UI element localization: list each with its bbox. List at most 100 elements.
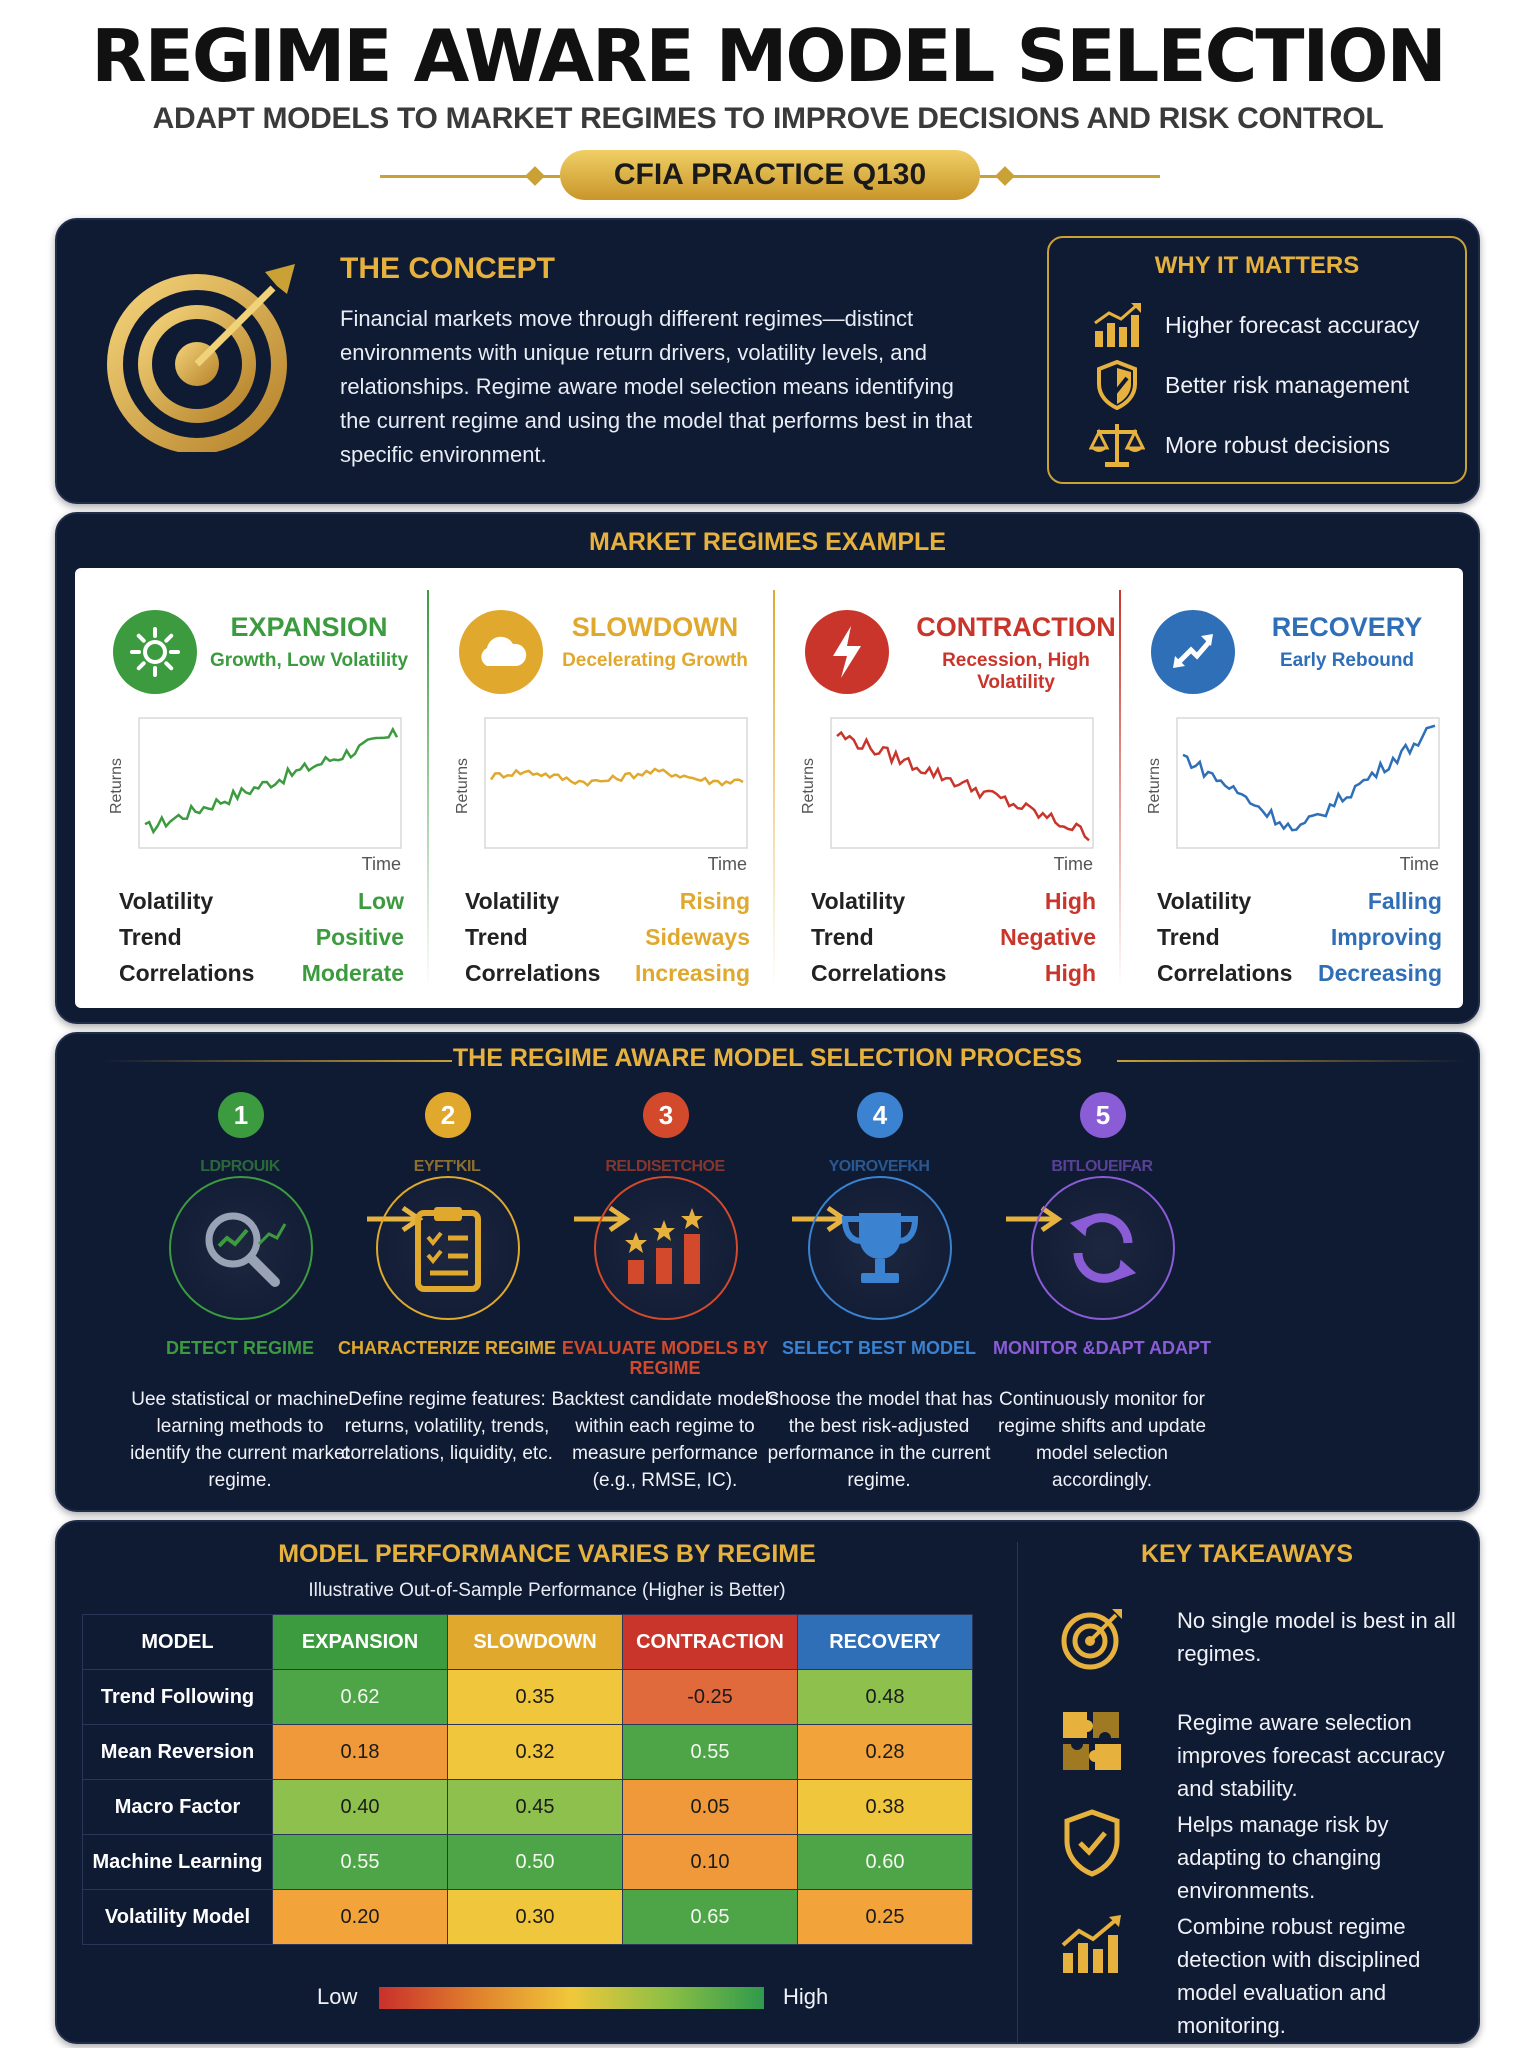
regime-name: CONTRACTION: [916, 612, 1116, 642]
regime-row-volatility: Volatility Falling: [1157, 888, 1442, 924]
score-cell: 0.10: [622, 1834, 798, 1890]
badge-line-left: [380, 175, 560, 178]
target-icon: [107, 264, 295, 452]
regime-card-recovery: RECOVERY Early Rebound Returns Time Volatili…: [1129, 588, 1459, 988]
regimes-title: MARKET REGIMES EXAMPLE: [589, 528, 946, 556]
panel-divider: [1017, 1542, 1018, 2042]
regime-row-value: Decreasing: [1317, 960, 1442, 986]
regime-card-expansion: EXPANSION Growth, Low Volatility Returns Ti…: [91, 588, 421, 988]
regime-name: EXPANSION: [230, 612, 388, 642]
regime-row-trend: Trend Positive: [119, 924, 404, 960]
table-row: Machine Learning 0.55 0.50 0.10 0.60: [82, 1834, 973, 1890]
score-cell: 0.32: [447, 1724, 623, 1780]
regime-row-label: Volatility: [119, 888, 214, 914]
trophy-icon: [808, 1176, 952, 1320]
score-cell: 0.35: [447, 1669, 623, 1725]
score-cell: 0.55: [272, 1834, 448, 1890]
concept-title: THE CONCEPT: [340, 252, 556, 285]
shield-check-icon: [1089, 360, 1145, 410]
regime-row-label: Trend: [1157, 924, 1220, 950]
model-name-cell: Volatility Model: [82, 1889, 273, 1945]
chart-frame: [138, 717, 402, 849]
regime-row-value: High: [1044, 888, 1096, 914]
x-axis-label: Time: [1400, 854, 1439, 874]
badge-diamond-left: [525, 166, 545, 186]
y-axis-label: Returns: [109, 758, 125, 814]
column-header-recovery: RECOVERY: [797, 1614, 973, 1670]
regime-row-volatility: Volatility Low: [119, 888, 404, 924]
table-row: Volatility Model 0.20 0.30 0.65 0.25: [82, 1889, 973, 1945]
score-cell: 0.18: [272, 1724, 448, 1780]
takeaways-title: KEY TAKEAWAYS: [1140, 1540, 1354, 1568]
table-row: Macro Factor 0.40 0.45 0.05 0.38: [82, 1779, 973, 1835]
takeaway-text: Combine robust regime detection with dis…: [1177, 1914, 1421, 2038]
returns-line: [144, 726, 399, 835]
growth-chart-icon: [1057, 1910, 1127, 1980]
step-number-badge: 5: [1080, 1092, 1126, 1138]
performance-panel: MODEL PERFORMANCE VARIES BY REGIME Illus…: [55, 1520, 1480, 2044]
magnifier-chart-icon: [169, 1176, 313, 1320]
regime-name: SLOWDOWN: [571, 612, 739, 642]
regimes-panel: MARKET REGIMES EXAMPLE EXPANSION Growth, …: [55, 512, 1480, 1024]
step-title: MONITOR &DAPT ADAPT: [993, 1338, 1211, 1358]
regime-row-trend: Trend Negative: [811, 924, 1096, 960]
bar-chart-icon: [1089, 300, 1145, 350]
sun-icon: [113, 610, 197, 694]
regime-row-trend: Trend Sideways: [465, 924, 750, 960]
score-cell: 0.60: [797, 1834, 973, 1890]
regime-row-trend: Trend Improving: [1157, 924, 1442, 960]
legend-high-label: High: [783, 1984, 829, 2009]
column-header-contraction: CONTRACTION: [622, 1614, 798, 1670]
performance-subtitle: Illustrative Out-of-Sample Performance (…: [308, 1580, 786, 1601]
process-panel: THE REGIME AWARE MODEL SELECTION PROCESS…: [55, 1032, 1480, 1512]
process-step-3: 3 RELDISETCHOE EVALUATE MODELS BY REGIME Ba…: [550, 1084, 780, 1494]
step-number-badge: 1: [218, 1092, 264, 1138]
concept-panel: THE CONCEPT Financial markets move throu…: [55, 218, 1480, 504]
table-row: Trend Following 0.62 0.35 -0.25 0.48: [82, 1669, 973, 1725]
regime-returns-chart: Returns Time: [1147, 717, 1440, 874]
step-description: Backtest candidate models within each re…: [551, 1389, 779, 1491]
regime-row-value: Sideways: [645, 924, 750, 950]
badge-diamond-right: [995, 166, 1015, 186]
regime-row-label: Trend: [465, 924, 528, 950]
column-header-expansion: EXPANSION: [272, 1614, 448, 1670]
score-cell: 0.20: [272, 1889, 448, 1945]
chart-frame: [830, 717, 1094, 849]
model-name-cell: Machine Learning: [82, 1834, 273, 1890]
legend-gradient-bar: [379, 1987, 764, 2009]
score-cell: 0.40: [272, 1779, 448, 1835]
chart-frame: [484, 717, 748, 849]
model-name-cell: Mean Reversion: [82, 1724, 273, 1780]
process-step-2: 2 EYFT'KIL CHARACTERIZE REGIME Define regim…: [332, 1084, 562, 1494]
regime-returns-chart: Returns Time: [801, 717, 1094, 874]
regime-row-volatility: Volatility Rising: [465, 888, 750, 924]
regime-subtitle: Decelerating Growth: [562, 650, 748, 671]
score-cell: 0.65: [622, 1889, 798, 1945]
process-step-5: 5 BITLOUEIFAR MONITOR &DAPT ADAPT Continuou…: [987, 1084, 1217, 1494]
process-title: THE REGIME AWARE MODEL SELECTION PROCESS: [452, 1044, 1083, 1072]
bar-chart-stars-icon: [594, 1176, 738, 1320]
refresh-cycle-icon: [1031, 1176, 1175, 1320]
model-name-cell: Trend Following: [82, 1669, 273, 1725]
step-number-badge: 4: [857, 1092, 903, 1138]
concept-text: Financial markets move through different…: [340, 306, 973, 467]
regime-row-correlations: Correlations Decreasing: [1157, 960, 1442, 996]
regime-returns-chart: Returns Time: [455, 717, 748, 874]
cloud-icon: [459, 610, 543, 694]
takeaway-text: No single model is best in all regimes.: [1177, 1608, 1456, 1666]
regime-row-value: Increasing: [634, 960, 750, 986]
shield-check-icon: [1057, 1808, 1127, 1878]
step-description: Continuously monitor for regime shifts a…: [997, 1389, 1207, 1491]
score-cell: 0.28: [797, 1724, 973, 1780]
regime-card-contraction: CONTRACTION Recession, High Volatility Ret…: [783, 588, 1116, 988]
regime-subtitle: Growth, Low Volatility: [209, 650, 409, 671]
regime-divider: [1119, 590, 1121, 990]
regime-row-label: Correlations: [811, 960, 947, 986]
regime-row-label: Volatility: [811, 888, 906, 914]
regime-row-value: Rising: [679, 888, 750, 914]
step-title: SELECT BEST MODEL: [781, 1338, 976, 1358]
column-header-slowdown: SLOWDOWN: [447, 1614, 623, 1670]
trend-arrows-icon: [1151, 610, 1235, 694]
step-description: Choose the model that has the best risk-…: [765, 1389, 993, 1491]
step-title: DETECT REGIME: [165, 1338, 314, 1358]
